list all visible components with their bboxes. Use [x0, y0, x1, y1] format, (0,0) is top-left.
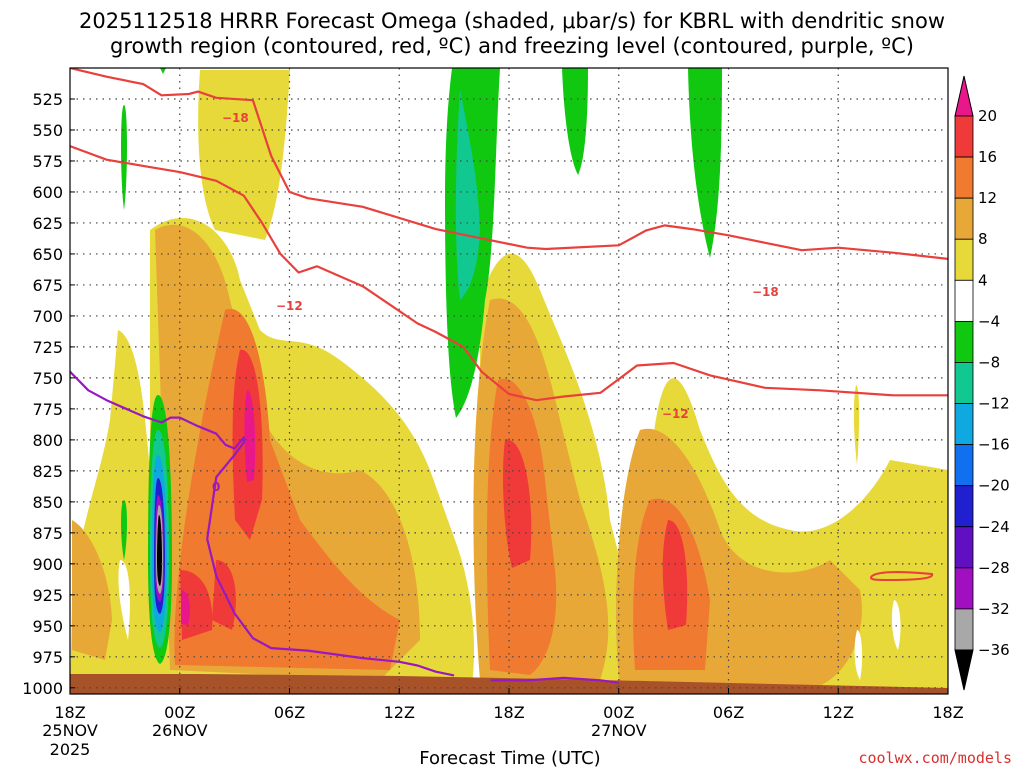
y-tick-label: 825 — [32, 462, 63, 481]
omega-shading — [70, 68, 948, 694]
colorbar-swatch — [954, 608, 974, 651]
colorbar-swatch — [954, 526, 974, 569]
y-tick-label: 650 — [32, 245, 63, 264]
x-tick-label: 06Z — [274, 703, 305, 722]
y-tick-label: 550 — [32, 121, 63, 140]
contour-line — [70, 68, 948, 260]
y-tick-label: 575 — [32, 152, 63, 171]
y-tick-label: 675 — [32, 276, 63, 295]
colorbar-label: 16 — [978, 148, 997, 166]
y-tick-label: 600 — [32, 183, 63, 202]
x-tick-label: 18Z — [54, 703, 85, 722]
y-tick-label: 800 — [32, 431, 63, 450]
x-axis-label: Forecast Time (UTC) — [419, 748, 600, 768]
x-tick-date: 25NOV — [42, 721, 98, 740]
y-tick-label: 925 — [32, 586, 63, 605]
x-tick-label: 06Z — [713, 703, 744, 722]
credit: coolwx.com/models — [858, 749, 1012, 767]
dgz-label-cold-1: −18 — [222, 111, 249, 125]
colorbar-bottom-arrow — [954, 649, 974, 691]
y-tick-label: 525 — [32, 90, 63, 109]
x-tick-label: 12Z — [823, 703, 854, 722]
y-tick-label: 700 — [32, 307, 63, 326]
colorbar-top-arrow — [954, 75, 974, 117]
freezing-label: 0 — [212, 480, 220, 494]
colorbar-label: −28 — [978, 559, 1010, 577]
x-tick-date: 27NOV — [591, 721, 647, 740]
colorbar-swatch — [954, 444, 974, 487]
colorbar-label: −32 — [978, 600, 1010, 618]
colorbar-swatch — [954, 362, 974, 404]
colorbar-label: 4 — [978, 271, 988, 289]
dgz-label-cold-2: −18 — [752, 285, 779, 299]
y-tick-label: 850 — [32, 493, 63, 512]
colorbar-swatch — [954, 279, 974, 322]
y-tick-label: 950 — [32, 617, 63, 636]
colorbar-swatch — [954, 403, 974, 446]
y-tick-label: 975 — [32, 648, 63, 667]
y-tick-label: 750 — [32, 369, 63, 388]
x-tick-label: 18Z — [493, 703, 524, 722]
contour-line — [70, 370, 455, 677]
x-tick-label: 12Z — [384, 703, 415, 722]
colorbar-swatch — [954, 156, 974, 199]
x-tick-label: 18Z — [932, 703, 963, 722]
colorbar-swatch — [954, 567, 974, 610]
y-tick-label: 900 — [32, 555, 63, 574]
x-tick-label: 00Z — [164, 703, 195, 722]
y-tick-label: 875 — [32, 524, 63, 543]
y-tick-label: 625 — [32, 214, 63, 233]
colorbar-label: −12 — [978, 395, 1010, 413]
contour-labels: −18 −18 −12 −12 0 — [212, 111, 779, 494]
colorbar-swatch — [954, 320, 974, 363]
chart-title-line1: 2025112518 HRRR Forecast Omega (shaded, … — [79, 9, 945, 33]
colorbar-label: 8 — [978, 230, 988, 248]
y-axis: 525 550 575 600 625 650 675 700 725 750 775 800 825 8… — [22, 90, 75, 698]
colorbar-label: 20 — [978, 107, 997, 125]
contour-line — [490, 676, 619, 684]
colorbar-swatch — [954, 197, 974, 240]
colorbar-label: −36 — [978, 641, 1010, 659]
colorbar: 20 16 12 8 4 −4 −8 −12 −16 −20 −24 −28 −32 −36 — [954, 75, 1010, 691]
colorbar-label: −8 — [978, 353, 1000, 371]
chart-title-line2: growth region (contoured, red, ºC) and f… — [110, 34, 914, 58]
grid — [70, 68, 948, 694]
small-red-contour — [870, 571, 934, 582]
colorbar-label: 12 — [978, 189, 997, 207]
x-tick-label: 00Z — [603, 703, 634, 722]
contours — [70, 68, 948, 684]
dgz-label-warm-2: −12 — [662, 407, 689, 421]
x-tick-date: 26NOV — [152, 721, 208, 740]
colorbar-label: −4 — [978, 312, 1000, 330]
colorbar-label: −24 — [978, 518, 1010, 536]
x-tick-year: 2025 — [50, 740, 91, 759]
colorbar-swatch — [954, 115, 974, 158]
y-tick-label: 725 — [32, 338, 63, 357]
y-tick-label: 1000 — [22, 679, 63, 698]
colorbar-label: −16 — [978, 436, 1010, 454]
colorbar-label: −20 — [978, 477, 1010, 495]
contour-line — [70, 145, 948, 402]
dgz-label-warm-1: −12 — [276, 299, 303, 313]
colorbar-swatch — [954, 238, 974, 281]
colorbar-swatch — [954, 485, 974, 528]
y-tick-label: 775 — [32, 400, 63, 419]
